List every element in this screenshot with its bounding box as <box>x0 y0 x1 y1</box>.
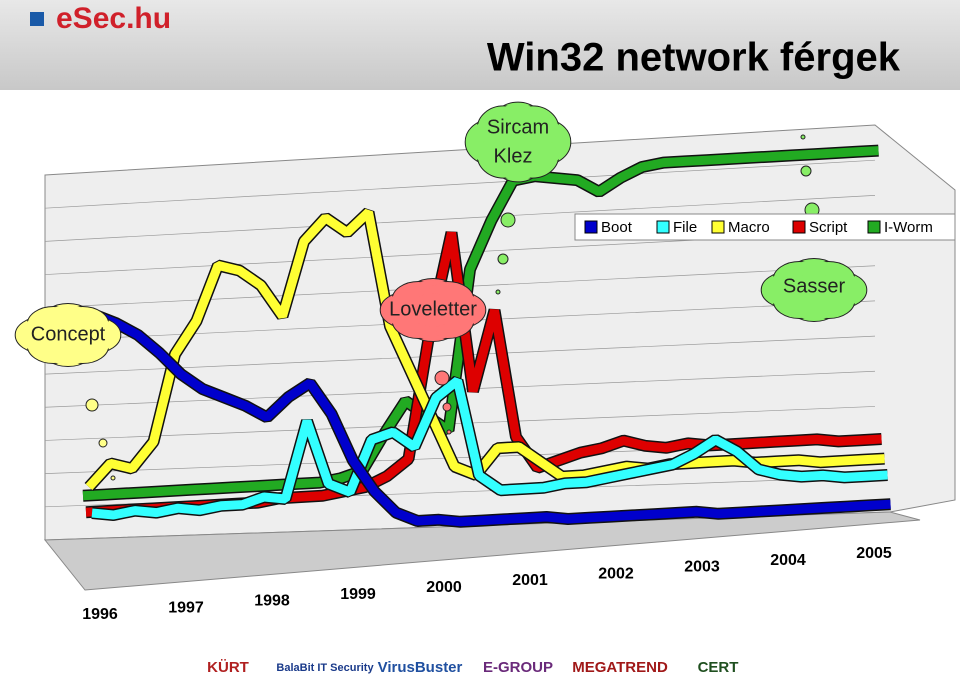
x-tick-label: 1996 <box>82 606 118 623</box>
sponsor-logo: KÜRT <box>207 659 249 676</box>
legend-swatch <box>656 220 670 234</box>
x-tick-label: 1999 <box>340 586 376 603</box>
plot: 1996 1997 1998 1999 2000 2001 2002 2003 2004 2005… <box>14 101 892 623</box>
legend-swatch <box>711 220 725 234</box>
cloud-fill <box>43 318 93 352</box>
wall-line <box>44 159 876 209</box>
callout-dot <box>800 134 806 140</box>
annotation: Sasser <box>783 275 846 297</box>
callout <box>379 278 487 342</box>
x-tick-label: 2000 <box>426 579 462 596</box>
x-tick-label: 2001 <box>512 572 548 589</box>
legend-swatch <box>867 220 881 234</box>
annotation: Concept <box>31 323 106 345</box>
legend-swatch <box>792 220 806 234</box>
legend-swatch <box>584 220 598 234</box>
sponsor-logo: CERT <box>698 659 739 676</box>
cloud-fill <box>493 120 543 164</box>
callout-dot <box>442 402 452 412</box>
legend: Boot File Macro Script I-Worm <box>574 213 956 241</box>
x-tick-label: 2002 <box>598 565 634 582</box>
callout-dot <box>110 475 116 481</box>
callout-dot <box>497 253 509 265</box>
sponsor-logo: E-GROUP <box>483 659 553 676</box>
annotation: Loveletter <box>389 298 477 320</box>
ribbon <box>91 377 888 520</box>
x-tick-label: 1998 <box>254 593 290 610</box>
callout-dot <box>800 165 812 177</box>
callout-dot <box>500 212 516 228</box>
callout-dot <box>495 289 501 295</box>
ribbon <box>82 146 879 501</box>
callout-dot <box>434 370 450 386</box>
header-band <box>0 0 960 90</box>
sponsors: KÜRT BalaBit IT Security VirusBuster E-GROU… <box>207 659 738 676</box>
x-tick-label: 1997 <box>168 599 204 616</box>
sponsor-logo: BalaBit IT Security <box>276 662 374 674</box>
callout <box>760 258 868 322</box>
wall-line <box>44 195 876 242</box>
wall-line <box>44 406 876 441</box>
legend-box <box>574 213 956 241</box>
callout <box>14 303 122 367</box>
legend-label: Script <box>809 219 848 236</box>
x-tick-label: 2005 <box>856 545 892 562</box>
callout-dot <box>85 398 99 412</box>
annotation: Klez <box>494 145 533 167</box>
sponsor-logo: VirusBuster <box>378 659 463 676</box>
callout <box>464 101 572 183</box>
ribbon <box>93 310 891 527</box>
cloud-fill <box>789 273 839 307</box>
title: Win32 network férgek <box>487 36 901 80</box>
annotation: Sircam <box>487 116 549 138</box>
cloud-fill <box>408 293 458 327</box>
legend-label: I-Worm <box>884 219 933 236</box>
logo: eSec.hu <box>56 2 171 35</box>
legend-label: Macro <box>728 219 770 236</box>
logo-square <box>30 12 44 26</box>
x-tick-label: 2003 <box>684 559 720 576</box>
x-tick-label: 2004 <box>770 552 806 569</box>
legend-label: Boot <box>601 219 633 236</box>
callout-dot <box>98 438 108 448</box>
legend-label: File <box>673 219 697 236</box>
sponsor-logo: MEGATREND <box>572 659 668 676</box>
callout-dot <box>446 429 452 435</box>
